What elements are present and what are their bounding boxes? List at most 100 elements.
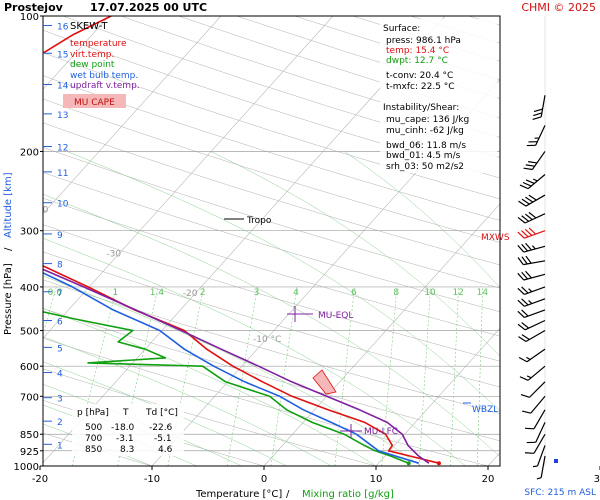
temp-tick-label: -10 (144, 474, 160, 485)
temp-tick-label: 0 (261, 474, 267, 485)
series-updraft-v-temp- (43, 268, 430, 464)
wind-barb (536, 455, 546, 480)
mxws-label: MXWS (481, 233, 510, 243)
tropo-label: Tropo (246, 216, 272, 226)
altitude-tick-label: 12 (57, 144, 68, 154)
wind-barb (517, 309, 546, 319)
wind-barb (518, 194, 546, 207)
legend-updraft: updraft v.temp. (70, 81, 140, 91)
wind-barb (523, 151, 546, 171)
mixing-ratio-line (476, 286, 483, 466)
temp-tick-label: 10 (370, 474, 383, 485)
wind-barb (526, 422, 546, 444)
level-table: p [hPa] T Td [°C] 500 -18.0 -22.6 700 -3… (72, 404, 184, 456)
altitude-tick-label: 13 (57, 111, 68, 121)
isotherm-label: -20 (183, 289, 198, 299)
pressure-tick-label: 500 (20, 327, 39, 338)
altitude-tick-label: 2 (57, 418, 63, 428)
table-header-t: T (122, 408, 129, 418)
isotherm-line (43, 16, 222, 215)
wind-barb (518, 348, 546, 363)
mixing-ratio-label: 1 (113, 288, 119, 298)
isotherm-line (43, 16, 446, 464)
wind-barb (525, 433, 546, 454)
pressure-tick-label: 100 (20, 12, 39, 23)
isotherm-label: -30 (106, 249, 121, 259)
table-row-850-t: 8.3 (120, 445, 134, 455)
y-axis-title-altitude: Altitude [km] (3, 172, 14, 238)
wind-barb (526, 125, 546, 147)
isotherm-line (43, 16, 334, 339)
wind-barb (532, 445, 546, 468)
instability-title: Instability/Shear: (383, 103, 459, 113)
x-axis-title-mixing: Mixing ratio [g/kg] (302, 489, 394, 500)
x-axis-separator: / (286, 489, 290, 500)
dry-adiabat (43, 224, 500, 362)
moist-adiabat (344, 151, 500, 288)
dry-adiabat (43, 98, 500, 243)
surface-point (406, 461, 411, 466)
wind-barb (517, 319, 546, 331)
altitude-tick-label: 4 (57, 370, 63, 380)
legend-virt-temp: virt.temp. (70, 50, 114, 60)
altitude-tick-label: 7 (57, 289, 63, 299)
table-row-500-td: -22.6 (149, 423, 173, 433)
temp-tick-label: -20 (32, 474, 48, 485)
wind-barb (517, 298, 546, 307)
isotherm-label: -40 (34, 206, 49, 216)
pressure-tick-label: 850 (20, 430, 39, 441)
altitude-tick-label: 16 (57, 23, 69, 33)
mixing-ratio-line (450, 286, 459, 466)
altitude-tick-label: 3 (57, 395, 63, 405)
x-axis-title: Temperature [°C] (195, 489, 282, 500)
legend-temperature: temperature (70, 39, 127, 49)
mixing-ratio-label: 6 (351, 288, 357, 298)
mixing-ratio-label: 8 (393, 288, 399, 298)
surface-temp: temp: 15.4 °C (386, 46, 449, 56)
table-row-700-td: -5.1 (154, 434, 172, 444)
surface-point (436, 461, 441, 466)
legend-dew-point: dew point (70, 60, 115, 70)
mixing-ratio-label: 12 (452, 288, 463, 298)
bwd06-value: bwd_06: 11.8 m/s (386, 141, 466, 151)
dry-adiabat (43, 122, 500, 266)
dry-adiabat (43, 251, 500, 388)
y-axis-title: Pressure [hPa] (3, 263, 14, 335)
wind-barb (520, 381, 546, 398)
plot-frame (42, 15, 501, 467)
legend-wet-bulb: wet bulb temp. (70, 71, 138, 81)
table-row-850-td: 4.6 (158, 445, 173, 455)
mu-cinh-value: mu_cinh: -62 J/kg (386, 126, 464, 136)
isotherm-label: -10 °C (253, 335, 281, 345)
cape-legend-swatch (63, 94, 126, 108)
station-name: Prostejov (4, 1, 64, 14)
table-row-500-t: -18.0 (111, 423, 135, 433)
sfc-elevation: SFC: 215 m ASL (524, 488, 596, 498)
wind-barb (532, 95, 546, 121)
wind-barb (518, 330, 546, 343)
mu-eql-label: MU-EQL (318, 311, 353, 321)
mixing-ratio-label: 3 (254, 288, 260, 298)
pressure-tick-label: 300 (20, 227, 39, 238)
wind-barb (519, 174, 546, 190)
altitude-tick-label: 15 (57, 50, 68, 60)
mixing-ratio-line (418, 286, 431, 466)
table-row-500-p: 500 (85, 423, 102, 433)
isotherm-line (375, 327, 500, 466)
mixing-ratio-label: 4 (293, 288, 299, 298)
pressure-tick-label: 200 (20, 147, 39, 158)
mixing-ratio-label: 1.4 (150, 288, 165, 298)
altitude-tick-label: 10 (57, 200, 69, 210)
table-row-700-p: 700 (85, 434, 102, 444)
altitude-tick-label: 8 (57, 261, 63, 271)
wind-barb (517, 211, 546, 224)
pressure-tick-label: 700 (20, 392, 39, 403)
wind-barb (519, 365, 546, 381)
cape-area (312, 369, 337, 395)
sounding-datetime: 17.07.2025 00 UTC (90, 1, 207, 14)
wind-barb (517, 255, 546, 266)
altitude-tick-label: 14 (57, 82, 69, 92)
dry-adiabat (43, 52, 500, 200)
temp-tick-label: 30 (594, 474, 600, 485)
